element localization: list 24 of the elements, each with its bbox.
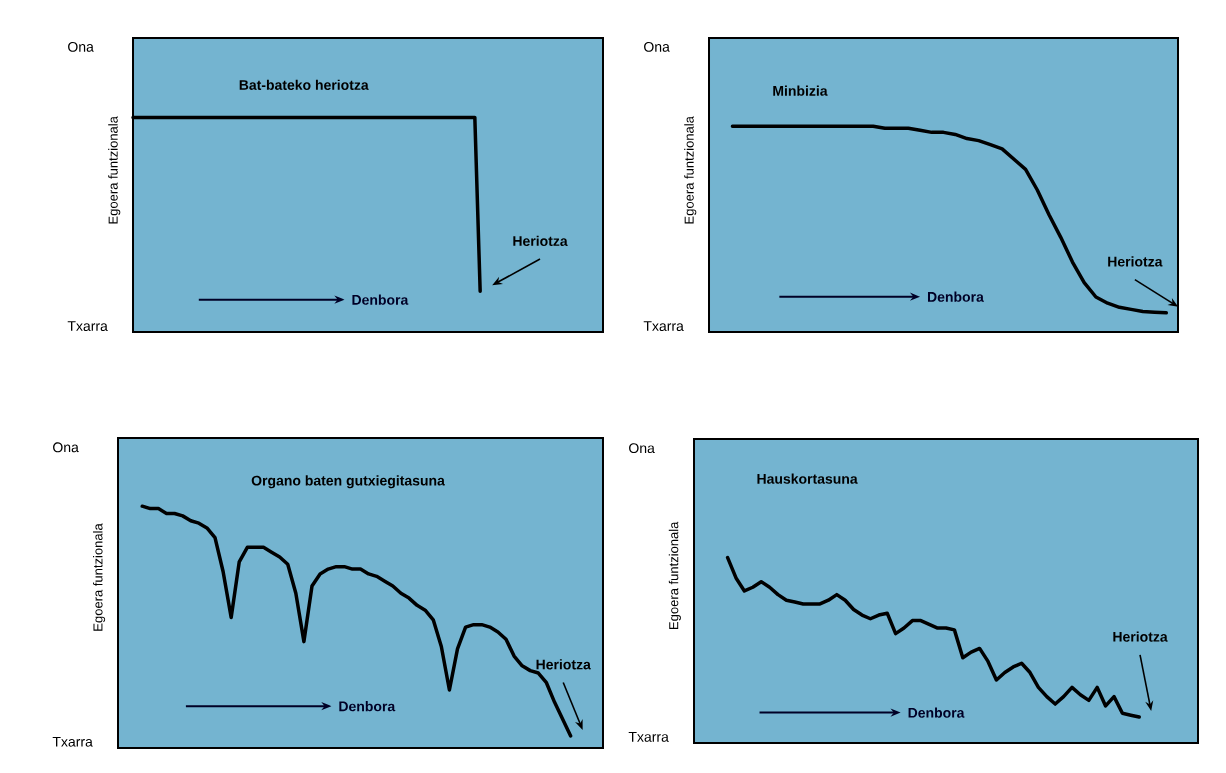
chart-title: Hauskortasuna — [757, 473, 858, 484]
annotation: Denbora — [339, 701, 396, 712]
chart-title: Bat-bateko heriotza — [239, 79, 369, 90]
chart-title: Minbizia — [773, 85, 828, 96]
text: Ona — [53, 442, 79, 453]
text: Ona — [68, 41, 94, 52]
chart-title: Organo baten gutxiegitasuna — [251, 475, 445, 489]
text: Txarra — [628, 732, 669, 742]
text: Txarra — [67, 321, 108, 331]
text: Txarra — [643, 321, 684, 331]
y-axis-title: Egoera funtzionala — [684, 116, 697, 224]
annotation: Denbora — [352, 294, 409, 305]
annotation: Heriotza — [536, 659, 591, 670]
annotation: Heriotza — [513, 235, 568, 246]
annotation: Heriotza — [1113, 631, 1168, 642]
annotation: Denbora — [927, 291, 984, 302]
text: Ona — [644, 41, 670, 52]
y-axis-title: Egoera funtzionala — [93, 523, 106, 631]
annotation: Denbora — [908, 707, 965, 718]
text: Txarra — [52, 736, 93, 747]
y-axis-title: Egoera funtzionala — [668, 521, 681, 629]
annotation: Heriotza — [1108, 256, 1163, 267]
text: Ona — [629, 443, 655, 454]
y-axis-title: Egoera funtzionala — [108, 116, 121, 224]
